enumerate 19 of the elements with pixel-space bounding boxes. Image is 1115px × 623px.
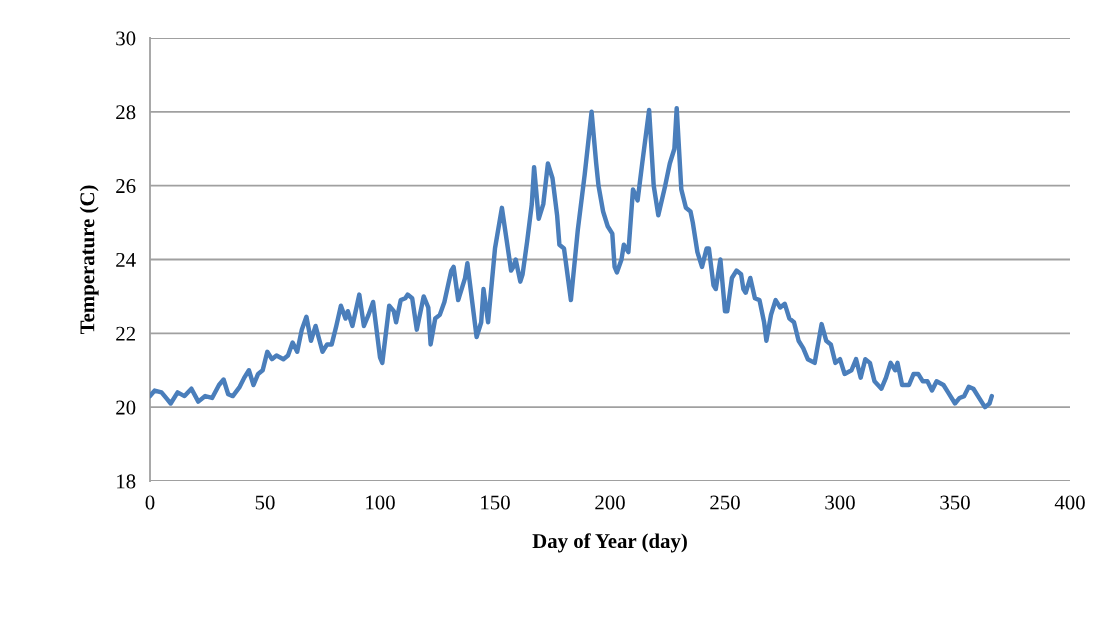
y-tick-label: 30: [116, 31, 136, 46]
x-tick-label: 100: [366, 495, 395, 510]
x-tick-label: 300: [825, 495, 855, 510]
y-tick-label: 26: [116, 179, 136, 194]
line-series: [150, 105, 995, 410]
y-tick-label: 22: [116, 326, 135, 341]
x-tick-label: 250: [710, 495, 740, 510]
y-tick-label: 20: [116, 400, 136, 415]
x-tick-label: 200: [595, 495, 625, 510]
y-tick-label: 24: [116, 252, 136, 267]
x-tick-label: 400: [1054, 495, 1085, 510]
y-tick-label: 18: [117, 474, 136, 489]
y-tick-label: 28: [116, 105, 136, 120]
x-tick-label: 0: [145, 495, 155, 510]
x-tick-label: 150: [481, 495, 510, 510]
x-axis-title: Day of Year (day): [532, 533, 687, 553]
x-tick-label: 50: [255, 495, 275, 510]
y-axis-title: Temperature (C): [79, 185, 99, 335]
x-tick-label: 350: [940, 495, 970, 510]
